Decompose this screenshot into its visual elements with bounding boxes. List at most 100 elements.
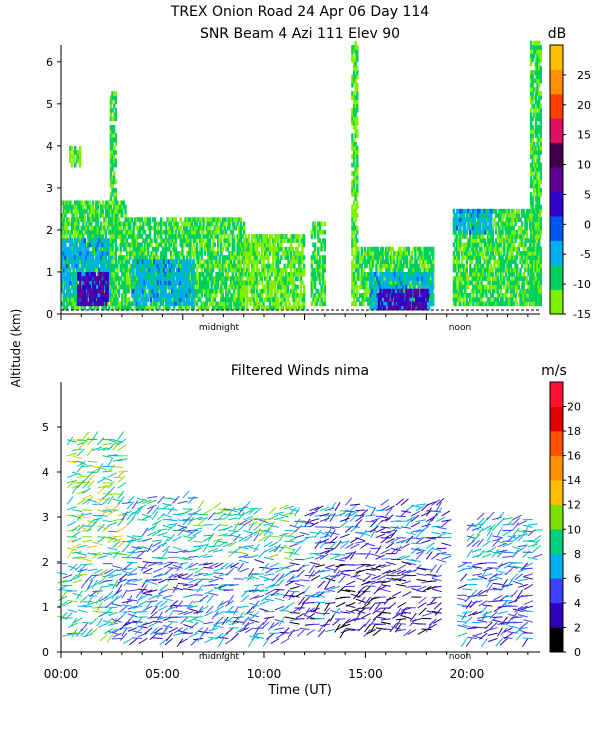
snr-cell	[184, 284, 187, 290]
snr-cell	[205, 229, 208, 235]
snr-cell	[291, 246, 294, 252]
snr-cell	[166, 259, 169, 265]
snr-cell	[125, 267, 129, 273]
snr-cell	[454, 280, 457, 286]
snr-cell	[192, 217, 195, 222]
snr-cell	[293, 284, 296, 290]
snr-cell	[61, 280, 64, 286]
snr-cell	[114, 162, 117, 168]
snr-cell	[156, 288, 159, 294]
snr-cell	[179, 280, 182, 286]
snr-cell	[462, 246, 465, 252]
snr-cell	[90, 242, 93, 248]
snr-cell	[223, 284, 226, 290]
snr-cell	[233, 259, 236, 265]
snr-cell	[212, 288, 215, 294]
snr-cell	[161, 301, 164, 307]
snr-cell	[70, 242, 74, 248]
snr-cell	[114, 255, 117, 260]
snr-cell	[98, 238, 101, 243]
snr-cell	[454, 301, 457, 307]
snr-cell	[88, 272, 91, 277]
snr-cell	[457, 242, 460, 248]
snr-cell	[174, 288, 177, 294]
snr-cell	[262, 301, 265, 307]
snr-cell	[412, 267, 415, 273]
snr-cell	[225, 246, 228, 252]
snr-cell	[452, 284, 456, 290]
snr-cell	[356, 95, 359, 101]
snr-cell	[177, 229, 181, 235]
snr-cell	[109, 137, 113, 143]
snr-cell	[87, 251, 90, 256]
snr-cell	[188, 284, 192, 290]
snr-cell	[238, 280, 241, 286]
snr-cell	[166, 246, 169, 252]
snr-cell	[288, 259, 291, 265]
snr-cell	[469, 267, 472, 273]
snr-cell	[291, 255, 294, 260]
snr-cell	[357, 251, 360, 256]
snr-cell	[360, 297, 363, 302]
snr-cell	[403, 305, 406, 311]
snr-cell	[212, 276, 215, 281]
snr-cell	[281, 305, 285, 311]
snr-cell	[478, 301, 482, 307]
snr-cell	[78, 204, 82, 210]
snr-cell	[472, 284, 475, 290]
snr-cell	[359, 276, 362, 281]
snr-cell	[465, 293, 469, 298]
snr-cell	[67, 259, 70, 265]
snr-cell	[420, 251, 424, 256]
snr-cell	[288, 251, 291, 256]
snr-cell	[226, 276, 229, 281]
snr-cell	[83, 280, 87, 286]
snr-cell	[267, 263, 270, 269]
snr-cell	[153, 284, 156, 290]
snr-cell	[177, 280, 180, 286]
snr-cell	[96, 246, 100, 252]
snr-cell	[65, 234, 69, 239]
snr-cell	[160, 225, 163, 231]
snr-cell	[473, 213, 477, 218]
snr-cell	[356, 200, 359, 206]
snr-cell	[352, 288, 356, 294]
snr-cell	[161, 238, 165, 243]
snr-cell	[150, 225, 153, 231]
snr-cell	[169, 259, 172, 265]
snr-cell	[114, 179, 117, 185]
snr-cell	[113, 196, 116, 201]
snr-cell	[197, 297, 200, 302]
snr-cell	[210, 272, 213, 277]
snr-cell	[174, 272, 177, 277]
snr-cell	[96, 263, 100, 269]
snr-cell	[225, 276, 228, 281]
snr-cell	[167, 284, 171, 290]
snr-cell	[428, 280, 431, 286]
snr-cell	[114, 116, 117, 122]
snr-cell	[223, 305, 226, 311]
snr-cell	[225, 280, 228, 286]
snr-cell	[208, 301, 212, 307]
snr-cell	[166, 238, 169, 243]
snr-cell	[218, 217, 221, 222]
snr-cell	[166, 293, 169, 298]
snr-cell	[213, 217, 216, 222]
snr-cell	[247, 242, 251, 248]
snr-cell	[138, 217, 142, 222]
snr-cell	[234, 263, 238, 269]
snr-cell	[425, 251, 428, 256]
snr-cell	[231, 267, 234, 273]
snr-cell	[264, 305, 267, 311]
snr-cell	[418, 276, 421, 281]
snr-cell	[121, 267, 124, 273]
snr-cell	[470, 272, 473, 277]
snr-cell	[137, 305, 140, 311]
snr-cell	[288, 280, 291, 286]
snr-cell	[288, 305, 291, 311]
snr-cell	[312, 297, 315, 302]
snr-cell	[404, 263, 407, 269]
snr-cell	[121, 221, 124, 227]
snr-cell	[273, 238, 277, 243]
